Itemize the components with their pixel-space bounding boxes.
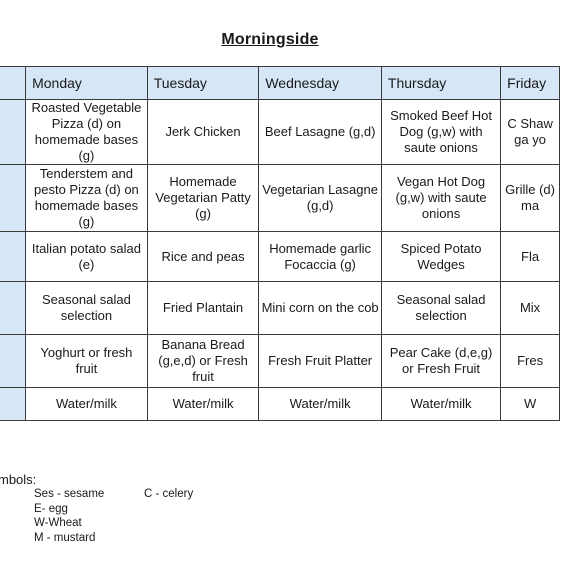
menu-cell: C Shaw ga yo — [500, 99, 560, 165]
menu-cell: Water/milk — [25, 387, 148, 421]
menu-cell: Italian potato salad (e) — [25, 231, 148, 282]
menu-cell: Mix — [500, 281, 560, 335]
menu-cell: Rice and peas — [146, 231, 260, 282]
menu-cell: Grille (d) ma — [500, 164, 560, 232]
menu-cell: Roasted Vegetable Pizza (d) on homemade … — [25, 99, 148, 165]
menu-cell: Jerk Chicken — [146, 99, 260, 165]
row-header-cell — [0, 164, 27, 232]
menu-cell: Fla — [500, 231, 560, 282]
menu-cell: Pear Cake (d,e,g) or Fresh Fruit — [380, 334, 502, 388]
menu-cell: Vegetarian Lasagne (g,d) — [258, 164, 382, 232]
menu-cell: Banana Bread (g,e,d) or Fresh fruit — [146, 334, 260, 388]
row-header-cell — [0, 387, 27, 421]
table-row: Yoghurt or fresh fruit Banana Bread (g,e… — [0, 334, 560, 388]
header-row: Monday Tuesday Wednesday Thursday Friday — [0, 66, 560, 100]
symbol-celery: C - celery — [144, 488, 194, 500]
menu-cell: Fresh Fruit Platter — [258, 334, 382, 388]
menu-cell: Beef Lasagne (g,d) — [258, 99, 382, 165]
corner-cell — [0, 66, 27, 100]
menu-cell: Yoghurt or fresh fruit — [25, 334, 148, 388]
menu-cell: Homemade Vegetarian Patty (g) — [146, 164, 260, 232]
symbols-label: mbols: — [0, 472, 37, 487]
day-header-thursday: Thursday — [380, 66, 502, 100]
table-row: Water/milk Water/milk Water/milk Water/m… — [0, 387, 560, 421]
menu-cell: Spiced Potato Wedges — [380, 231, 502, 282]
menu-cell: Seasonal salad selection — [25, 281, 148, 335]
table-row: Roasted Vegetable Pizza (d) on homemade … — [0, 99, 560, 165]
menu-cell: Seasonal salad selection — [380, 281, 502, 335]
menu-cell: Fres — [500, 334, 560, 388]
day-header-wednesday: Wednesday — [258, 66, 382, 100]
menu-cell: Water/milk — [380, 387, 502, 421]
table-row: Seasonal salad selection Fried Plantain … — [0, 281, 560, 335]
row-header-cell — [0, 99, 27, 165]
menu-cell: Water/milk — [258, 387, 382, 421]
row-header-cell — [0, 334, 27, 388]
menu-cell: Mini corn on the cob — [258, 281, 382, 335]
table-row: Italian potato salad (e) Rice and peas H… — [0, 231, 560, 282]
menu-cell: Fried Plantain — [146, 281, 260, 335]
symbol-wheat: W-Wheat — [34, 517, 82, 529]
symbol-egg: E- egg — [34, 502, 68, 515]
symbol-sesame: Ses - sesame — [34, 488, 105, 500]
row-header-cell — [0, 281, 27, 335]
symbol-mustard: M - mustard — [34, 531, 96, 544]
row-header-cell — [0, 231, 27, 282]
day-header-friday: Friday — [500, 66, 560, 100]
menu-cell: W — [500, 387, 560, 421]
day-header-tuesday: Tuesday — [146, 66, 260, 100]
table-row: Tenderstem and pesto Pizza (d) on homema… — [0, 164, 560, 232]
page-title: Morningside — [221, 31, 319, 48]
menu-cell: Homemade garlic Focaccia (g) — [258, 231, 382, 282]
menu-cell: Tenderstem and pesto Pizza (d) on homema… — [25, 164, 148, 232]
menu-cell: Smoked Beef Hot Dog (g,w) with saute oni… — [380, 99, 502, 165]
menu-table: Monday Tuesday Wednesday Thursday Friday… — [0, 66, 560, 421]
menu-cell: Water/milk — [146, 387, 260, 421]
day-header-monday: Monday — [25, 66, 148, 100]
menu-cell: Vegan Hot Dog (g,w) with saute onions — [380, 164, 502, 232]
